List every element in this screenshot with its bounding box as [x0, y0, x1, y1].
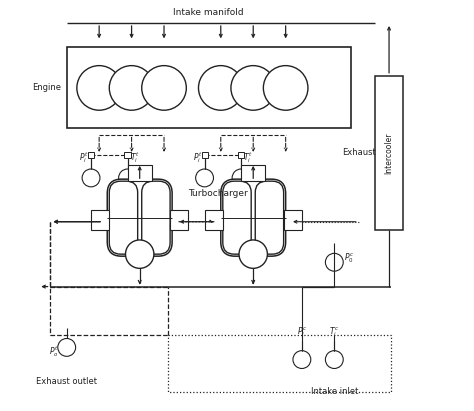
FancyBboxPatch shape — [221, 179, 286, 256]
Circle shape — [142, 66, 186, 110]
Bar — [205, 210, 223, 230]
Text: Exhaust outlet: Exhaust outlet — [36, 377, 97, 386]
Circle shape — [231, 66, 275, 110]
Circle shape — [118, 169, 137, 187]
Text: $P_o^t$: $P_o^t$ — [49, 344, 59, 359]
Bar — [283, 210, 302, 230]
Text: Intake inlet: Intake inlet — [310, 387, 358, 396]
Circle shape — [109, 66, 154, 110]
Circle shape — [58, 339, 76, 356]
FancyBboxPatch shape — [142, 181, 170, 254]
Circle shape — [199, 66, 243, 110]
Text: Intake manifold: Intake manifold — [173, 8, 244, 17]
Text: $P_i^t$: $P_i^t$ — [80, 150, 89, 165]
Circle shape — [325, 351, 343, 369]
FancyBboxPatch shape — [107, 179, 172, 256]
FancyBboxPatch shape — [109, 181, 137, 254]
Text: Turbocharger: Turbocharger — [188, 189, 248, 198]
Circle shape — [82, 169, 100, 187]
Text: $P_0^c$: $P_0^c$ — [345, 252, 355, 265]
Text: Exhaust: Exhaust — [342, 148, 376, 157]
Text: Intercooler: Intercooler — [384, 132, 393, 173]
Circle shape — [293, 351, 311, 369]
Circle shape — [232, 169, 250, 187]
FancyBboxPatch shape — [255, 181, 283, 254]
Bar — [88, 152, 94, 158]
Text: $T_i^c$: $T_i^c$ — [329, 326, 339, 339]
Text: $P_i^t$: $P_i^t$ — [193, 150, 202, 165]
Circle shape — [126, 240, 154, 268]
FancyBboxPatch shape — [223, 181, 251, 254]
Text: $T_i^t$: $T_i^t$ — [129, 150, 139, 165]
Bar — [125, 152, 130, 158]
Bar — [67, 47, 351, 129]
Text: $T_i^t$: $T_i^t$ — [243, 150, 253, 165]
Text: Engine: Engine — [32, 83, 61, 92]
Bar — [128, 165, 152, 181]
Circle shape — [264, 66, 308, 110]
Bar — [91, 210, 109, 230]
Circle shape — [325, 253, 343, 271]
Text: $P_i^c$: $P_i^c$ — [297, 326, 307, 339]
Circle shape — [77, 66, 121, 110]
Bar — [170, 210, 188, 230]
Circle shape — [196, 169, 213, 187]
Bar — [201, 152, 208, 158]
Bar — [241, 165, 265, 181]
Bar — [375, 76, 403, 230]
Circle shape — [239, 240, 267, 268]
Bar — [238, 152, 244, 158]
